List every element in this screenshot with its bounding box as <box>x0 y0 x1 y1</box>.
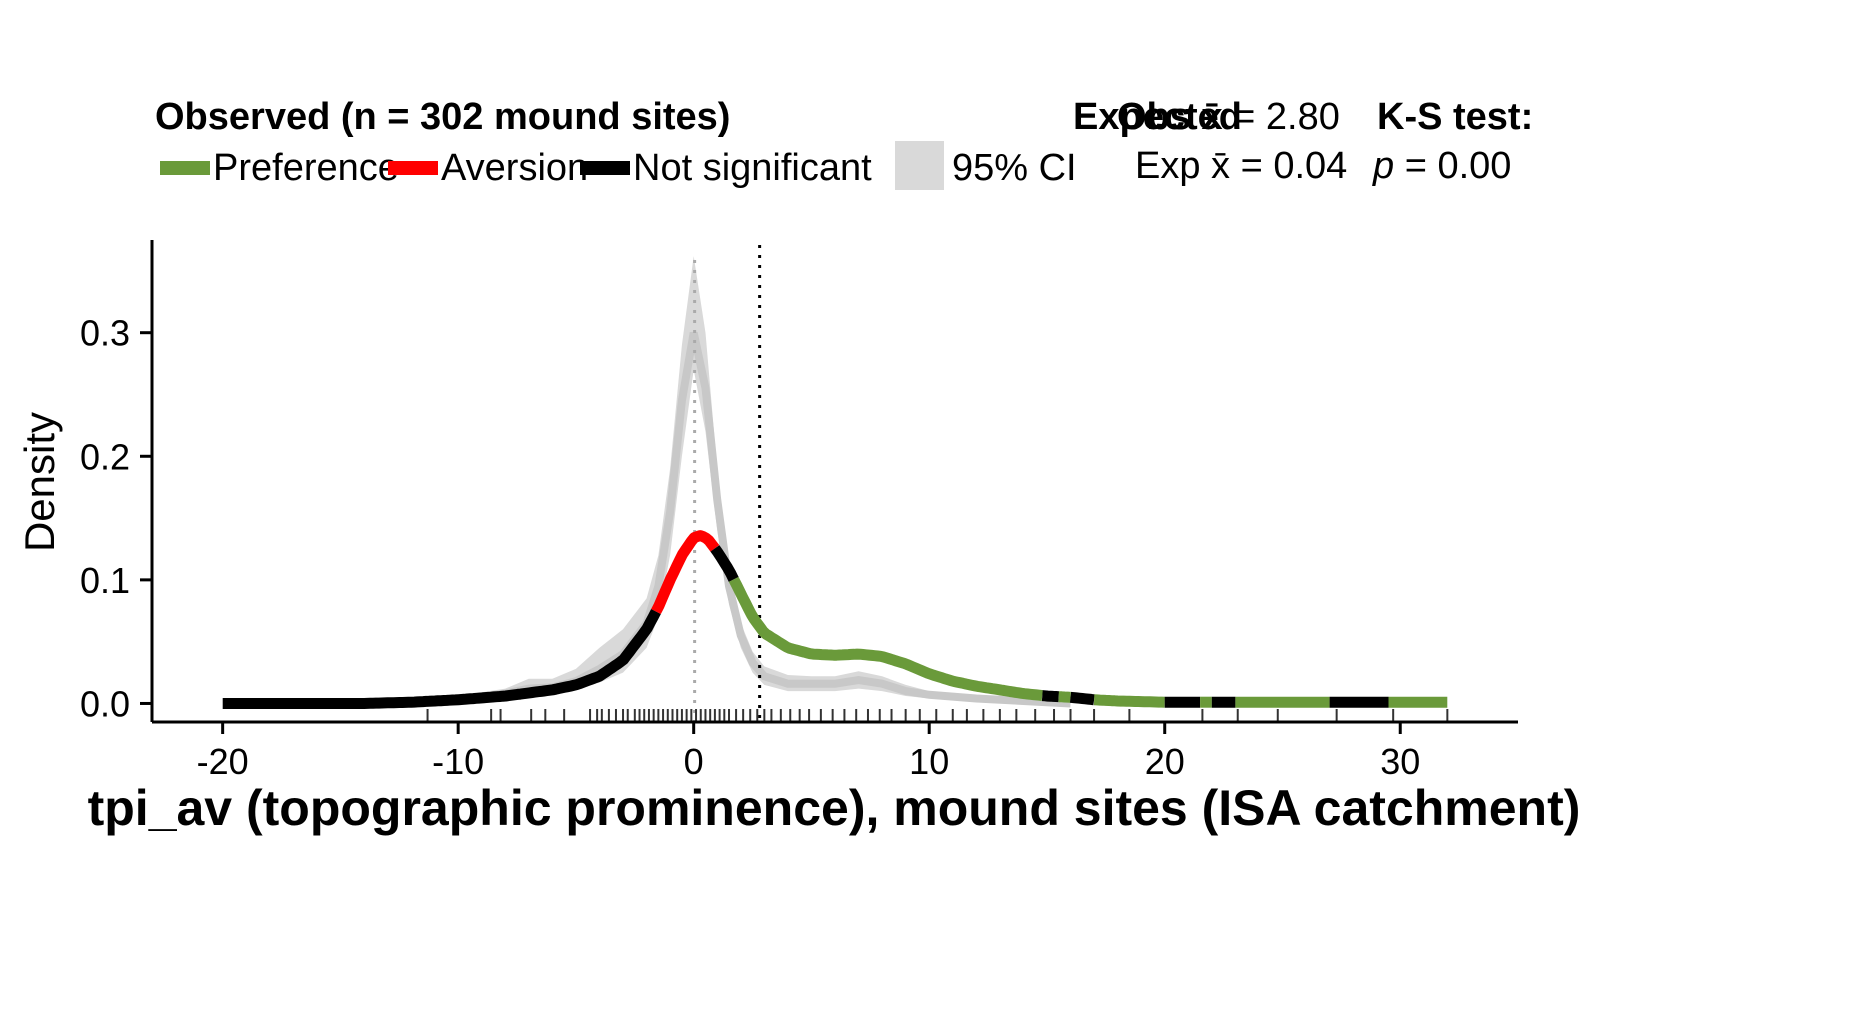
axes-layer: 0.0 0.1 0.2 0.3 -20 -10 0 10 20 30 <box>80 240 1518 782</box>
legend-ks-p: p = 0.00 <box>1373 145 1511 188</box>
ks-p-value: = 0.00 <box>1404 145 1512 187</box>
observed-segment-preference <box>1091 694 1168 708</box>
observed-segment-not-significant <box>1039 690 1062 703</box>
legend-not-significant-key <box>580 161 630 175</box>
observed-segment-not-significant <box>220 608 661 709</box>
legend-exp-mean: Exp x̄ = 0.04 <box>1135 145 1347 188</box>
legend-ci-swatch <box>895 141 944 190</box>
legend-expected-title: Expected <box>1073 96 1242 138</box>
legend-aversion-key <box>388 161 438 175</box>
x-tick-label: 0 <box>684 741 704 782</box>
obs-mean-value: = 2.80 <box>1233 96 1340 138</box>
legend-preference-key <box>160 161 210 175</box>
observed-segment-not-significant <box>710 545 739 582</box>
obs-mean-label: Obs x̄ <box>1117 96 1223 138</box>
x-tick-label: 30 <box>1380 741 1420 782</box>
y-tick-label: 0.0 <box>80 683 130 724</box>
exp-mean-value: = 0.04 <box>1240 145 1348 187</box>
legend-not-significant-label: Not significant <box>633 147 872 189</box>
y-tick-label: 0.3 <box>80 313 130 354</box>
exp-mean-label: Exp x̄ <box>1135 145 1231 187</box>
expected-ci-layer <box>363 256 1071 708</box>
x-tick-label: 10 <box>909 741 949 782</box>
observed-density-layer <box>220 530 1450 709</box>
ks-p-label: p <box>1373 145 1395 187</box>
expected-mean-line <box>363 331 1071 708</box>
observed-segment-aversion <box>651 530 720 615</box>
legend: Observed (n = 302 mound sites) Preferenc… <box>0 0 1860 240</box>
observed-segment-preference <box>728 576 1045 702</box>
legend-preference-label: Preference <box>213 147 399 189</box>
rug-layer <box>426 709 1449 722</box>
legend-ks-title: K-S test: <box>1377 96 1534 138</box>
y-tick-label: 0.2 <box>80 436 130 477</box>
y-axis-title: Density <box>16 412 63 552</box>
x-axis-title: tpi_av (topographic prominence), mound s… <box>88 780 1581 836</box>
legend-obs-mean: Obs x̄ = 2.80 <box>1117 96 1340 139</box>
x-tick-label: 20 <box>1145 741 1185 782</box>
observed-segment-preference <box>1056 691 1074 703</box>
legend-observed-title: Observed (n = 302 mound sites) <box>155 96 731 138</box>
legend-aversion-label: Aversion <box>441 147 589 189</box>
x-tick-label: -20 <box>197 741 249 782</box>
reference-lines-layer <box>693 245 762 722</box>
observed-segment-not-significant <box>1068 691 1097 706</box>
y-tick-label: 0.1 <box>80 560 130 601</box>
legend-ci-label: 95% CI <box>952 147 1077 189</box>
x-tick-label: -10 <box>432 741 484 782</box>
